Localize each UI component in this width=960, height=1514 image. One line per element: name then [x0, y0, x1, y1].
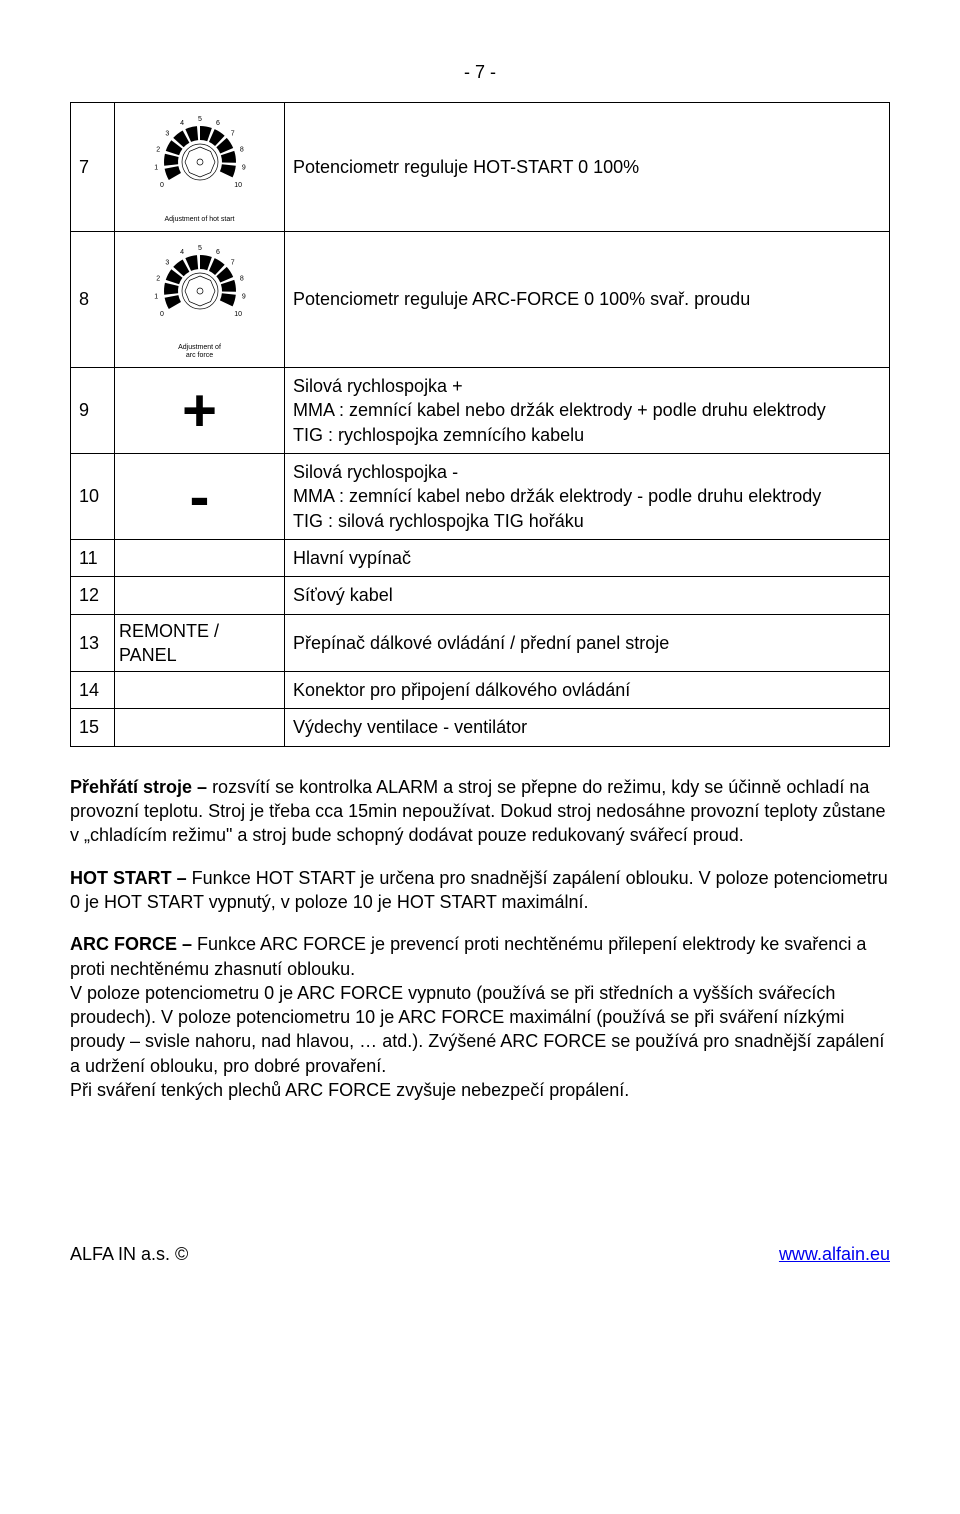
svg-text:9: 9: [241, 165, 245, 172]
svg-text:9: 9: [241, 293, 245, 300]
row-number: 7: [71, 103, 115, 232]
svg-text:10: 10: [234, 182, 242, 189]
svg-text:3: 3: [165, 131, 169, 138]
svg-text:3: 3: [165, 259, 169, 266]
table-row: 14 Konektor pro připojení dálkového ovlád…: [71, 672, 890, 709]
svg-text:5: 5: [198, 116, 202, 123]
paragraph-arcforce: ARC FORCE – Funkce ARC FORCE je prevencí…: [70, 932, 890, 1102]
svg-text:8: 8: [239, 275, 243, 282]
row-icon-cell: 012345678910 Adjustment ofarc force: [115, 231, 285, 367]
row-description: Síťový kabel: [285, 577, 890, 614]
svg-text:2: 2: [156, 275, 160, 282]
svg-text:8: 8: [239, 147, 243, 154]
table-row: 8 012345678910 Adjustment ofarc force Po…: [71, 231, 890, 367]
page-footer: ALFA IN a.s. © www.alfain.eu: [70, 1242, 890, 1266]
svg-text:1: 1: [154, 165, 158, 172]
table-row: 13REMONTE / PANELPřepínač dálkové ovládá…: [71, 614, 890, 672]
row-icon-cell: 012345678910 Adjustment of hot start: [115, 103, 285, 232]
body-text: Přehřátí stroje – rozsvítí se kontrolka …: [70, 775, 890, 1103]
svg-text:7: 7: [230, 259, 234, 266]
row-description: Silová rychlospojka +MMA : zemnící kabel…: [285, 368, 890, 454]
row-icon-cell: +: [115, 368, 285, 454]
footer-link[interactable]: www.alfain.eu: [779, 1242, 890, 1266]
row-number: 9: [71, 368, 115, 454]
footer-company: ALFA IN a.s. ©: [70, 1242, 188, 1266]
svg-text:1: 1: [154, 293, 158, 300]
row-description: Hlavní vypínač: [285, 539, 890, 576]
svg-text:4: 4: [180, 249, 184, 256]
dial-hotstart-icon: 012345678910 Adjustment of hot start: [145, 107, 255, 223]
minus-icon: -: [190, 463, 210, 530]
svg-text:0: 0: [159, 182, 163, 189]
row-description: Potenciometr reguluje HOT-START 0 100%: [285, 103, 890, 232]
row-description: Potenciometr reguluje ARC-FORCE 0 100% s…: [285, 231, 890, 367]
svg-text:4: 4: [180, 120, 184, 127]
svg-text:10: 10: [234, 311, 242, 318]
row-number: 13: [71, 614, 115, 672]
table-row: 12 Síťový kabel: [71, 577, 890, 614]
row-description: Silová rychlospojka -MMA : zemnící kabel…: [285, 454, 890, 540]
table-row: 15 Výdechy ventilace - ventilátor: [71, 709, 890, 746]
row-description: Výdechy ventilace - ventilátor: [285, 709, 890, 746]
paragraph-overheat: Přehřátí stroje – rozsvítí se kontrolka …: [70, 775, 890, 848]
row-number: 11: [71, 539, 115, 576]
svg-text:6: 6: [215, 249, 219, 256]
dial-arcforce-icon: 012345678910 Adjustment ofarc force: [145, 236, 255, 360]
page-number: - 7 -: [70, 60, 890, 84]
row-number: 12: [71, 577, 115, 614]
row-number: 15: [71, 709, 115, 746]
paragraph-hotstart: HOT START – Funkce HOT START je určena p…: [70, 866, 890, 915]
table-row: 11 Hlavní vypínač: [71, 539, 890, 576]
table-row: 9 + Silová rychlospojka +MMA : zemnící ka…: [71, 368, 890, 454]
svg-text:5: 5: [198, 245, 202, 252]
row-icon-cell: -: [115, 454, 285, 540]
row-icon-cell: [115, 709, 285, 746]
plus-icon: +: [182, 377, 217, 444]
row-icon-cell: [115, 672, 285, 709]
svg-text:0: 0: [159, 311, 163, 318]
row-icon-cell: [115, 539, 285, 576]
svg-text:6: 6: [215, 120, 219, 127]
table-row: 7 012345678910 Adjustment of hot start P…: [71, 103, 890, 232]
row-description: Konektor pro připojení dálkového ovládán…: [285, 672, 890, 709]
row-icon-cell: [115, 577, 285, 614]
parameter-table: 7 012345678910 Adjustment of hot start P…: [70, 102, 890, 746]
row-number: 14: [71, 672, 115, 709]
svg-text:7: 7: [230, 131, 234, 138]
row-description: Přepínač dálkové ovládání / přední panel…: [285, 614, 890, 672]
svg-text:2: 2: [156, 147, 160, 154]
row-number: 10: [71, 454, 115, 540]
table-row: 10 - Silová rychlospojka -MMA : zemnící k…: [71, 454, 890, 540]
row-number: 8: [71, 231, 115, 367]
row-icon-text: REMONTE / PANEL: [115, 614, 285, 672]
